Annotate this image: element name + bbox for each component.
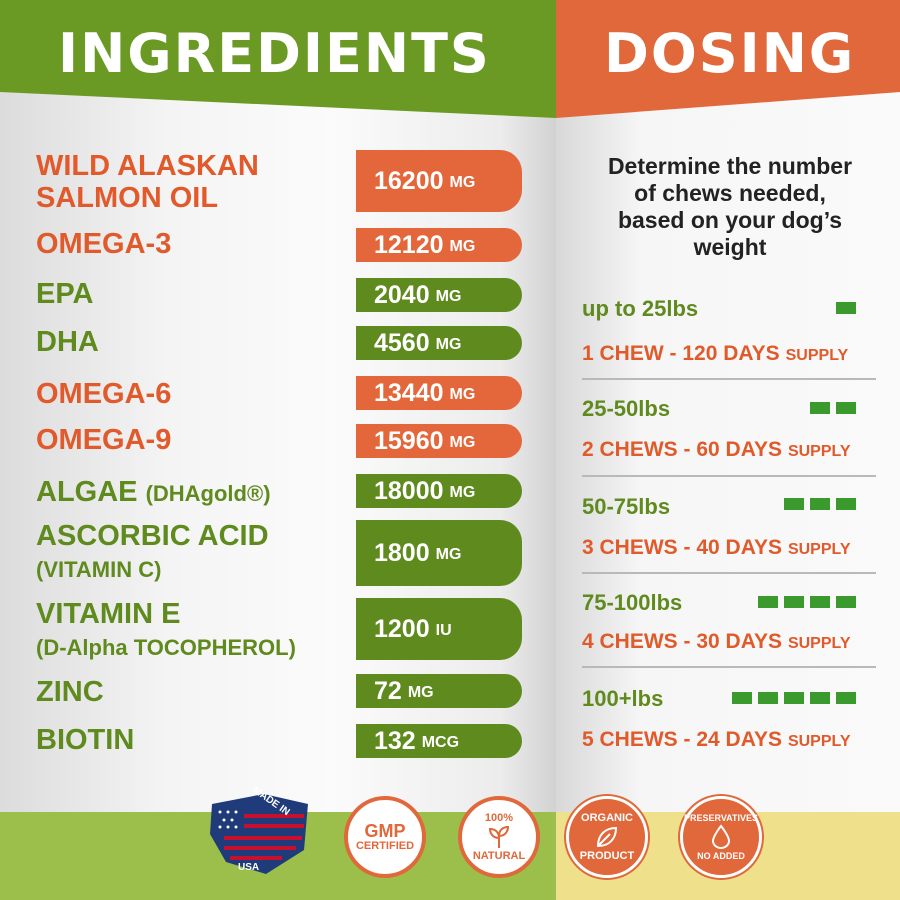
dose-bars-tier-3 [784, 498, 856, 510]
gmp-certified-badge: GMP CERTIFIED [344, 796, 426, 878]
dose-divider [582, 378, 876, 380]
ingredient-value-biotin: 132 MCG [356, 724, 522, 758]
dose-bars-tier-5 [732, 692, 856, 704]
preservatives-badge-top: PRESERVATIVES [683, 813, 759, 823]
dose-chews-tier-5: 5 CHEWS - 24 DAYS SUPPLY [582, 728, 851, 751]
preservatives-badge-bottom: NO ADDED [697, 851, 745, 861]
dose-chews-tier-2: 2 CHEWS - 60 DAYS SUPPLY [582, 438, 851, 461]
dose-bars-tier-1 [836, 302, 856, 314]
made-in-usa-badge: MADE IN USA [204, 785, 316, 880]
ingredient-label-dha: DHA [36, 326, 99, 358]
ingredient-value-epa: 2040 MG [356, 278, 522, 312]
dose-divider [582, 475, 876, 477]
organic-product-badge: ORGANIC PRODUCT [566, 796, 648, 878]
ingredient-label-omega-3: OMEGA-3 [36, 228, 172, 260]
ingredient-value-vitamin-e: 1200 IU [356, 598, 522, 660]
gmp-badge-sub: CERTIFIED [355, 840, 415, 852]
ingredient-label-algae: ALGAE (DHAgold®) [36, 476, 271, 508]
ingredients-title: INGREDIENTS [58, 22, 491, 85]
ingredient-value-omega-6: 13440 MG [356, 376, 522, 410]
ingredient-label-salmon-oil: WILD ALASKAN SALMON OIL [36, 150, 259, 214]
natural-badge: 100% NATURAL [458, 796, 540, 878]
gmp-badge-main: GMP [364, 821, 406, 841]
dose-divider [582, 666, 876, 668]
ingredient-value-zinc: 72 MG [356, 674, 522, 708]
dosing-panel [556, 0, 900, 900]
dose-chews-tier-4: 4 CHEWS - 30 DAYS SUPPLY [582, 630, 851, 653]
dose-divider [582, 572, 876, 574]
dose-weight-tier-5: 100+lbs [582, 686, 664, 711]
ingredient-value-vitamin-c: 1800 MG [356, 520, 522, 586]
dose-chews-tier-1: 1 CHEW - 120 DAYS SUPPLY [582, 342, 849, 365]
dose-weight-tier-4: 75-100lbs [582, 590, 683, 615]
ingredient-label-epa: EPA [36, 278, 94, 310]
organic-badge-top: ORGANIC [581, 812, 633, 824]
ingredient-value-salmon-oil: 16200 MG [356, 150, 522, 212]
ingredient-label-omega-9: OMEGA-9 [36, 424, 172, 456]
dose-chews-tier-3: 3 CHEWS - 40 DAYS SUPPLY [582, 536, 851, 559]
leaf-icon [488, 825, 510, 848]
natural-badge-top: 100% [484, 812, 514, 824]
natural-badge-bottom: NATURAL [472, 850, 526, 862]
dose-weight-tier-1: up to 25lbs [582, 296, 699, 321]
usa-flag-icon [210, 794, 308, 874]
ingredient-value-algae: 18000 MG [356, 474, 522, 508]
ingredient-value-omega-9: 15960 MG [356, 424, 522, 458]
no-preservatives-badge: PRESERVATIVES NO ADDED [680, 796, 762, 878]
drop-icon [711, 824, 731, 850]
dose-bars-tier-2 [810, 402, 856, 414]
dosing-intro: Determine the number of chews needed, ba… [607, 153, 853, 260]
leaf-icon [596, 826, 618, 848]
dose-bars-tier-4 [758, 596, 856, 608]
dose-weight-tier-3: 50-75lbs [582, 494, 671, 519]
ingredient-label-vitamin-e: VITAMIN E (D-Alpha TOCOPHEROL) [36, 598, 296, 660]
dosing-title: DOSING [604, 22, 856, 85]
ingredient-value-dha: 4560 MG [356, 326, 522, 360]
ingredient-label-vitamin-c: ASCORBIC ACID (VITAMIN C) [36, 520, 269, 582]
ingredient-label-zinc: ZINC [36, 676, 104, 708]
ingredient-label-biotin: BIOTIN [36, 724, 135, 756]
ingredient-value-omega-3: 12120 MG [356, 228, 522, 262]
ingredient-label-omega-6: OMEGA-6 [36, 378, 172, 410]
usa-badge-bottom-text: USA [238, 862, 260, 873]
dose-weight-tier-2: 25-50lbs [582, 396, 671, 421]
organic-badge-bottom: PRODUCT [579, 850, 635, 862]
